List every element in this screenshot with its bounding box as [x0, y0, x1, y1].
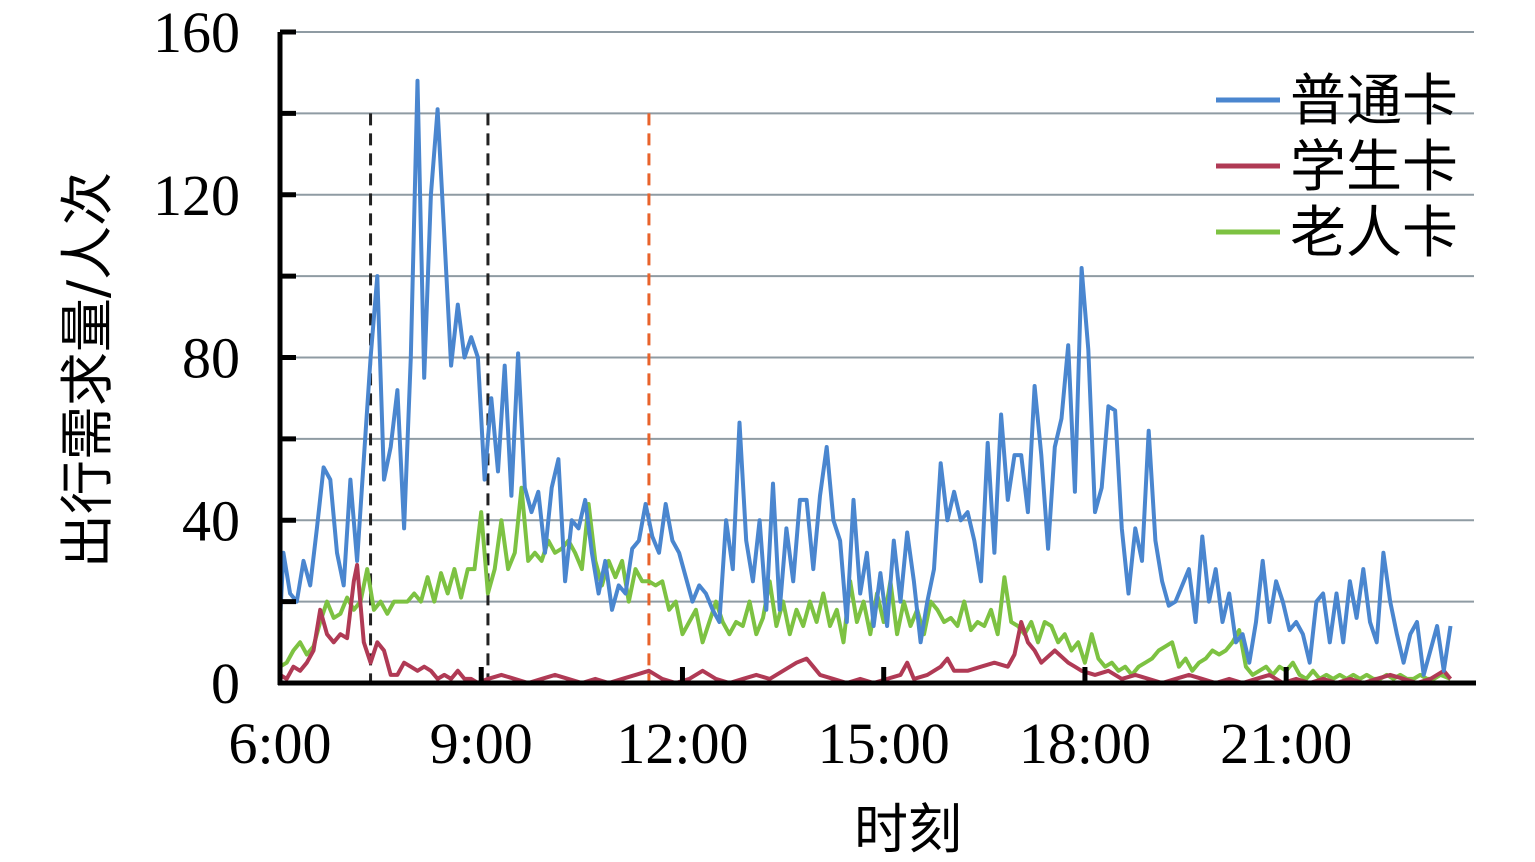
- x-tick-label: 15:00: [818, 711, 950, 776]
- series-line: [278, 485, 1452, 681]
- y-tick-label: 0: [211, 651, 240, 716]
- legend-label: 老人卡: [1290, 201, 1458, 266]
- x-tick-label: 12:00: [616, 711, 748, 776]
- y-tick-label: 160: [153, 0, 240, 65]
- x-tick-label: 9:00: [430, 711, 533, 776]
- legend-label: 普通卡: [1290, 69, 1458, 134]
- y-tick-label: 80: [182, 326, 240, 391]
- x-tick-label: 21:00: [1220, 711, 1352, 776]
- tick-labels: 0 40 80 120 160 6:00 9:00 12:00 15:00 18:00 21:00: [153, 0, 1352, 776]
- y-tick-label: 120: [153, 163, 240, 228]
- axes: [277, 29, 1476, 686]
- x-tick-label: 6:00: [228, 711, 331, 776]
- series-lines: [278, 78, 1453, 685]
- reference-lines: [369, 113, 651, 683]
- y-tick-label: 40: [182, 488, 240, 553]
- y-axis-title: 出行需求量/人次: [56, 172, 119, 568]
- x-axis-title: 时刻: [854, 798, 962, 861]
- legend-label: 学生卡: [1290, 135, 1458, 200]
- x-tick-label: 18:00: [1019, 711, 1151, 776]
- series-line: [278, 78, 1453, 677]
